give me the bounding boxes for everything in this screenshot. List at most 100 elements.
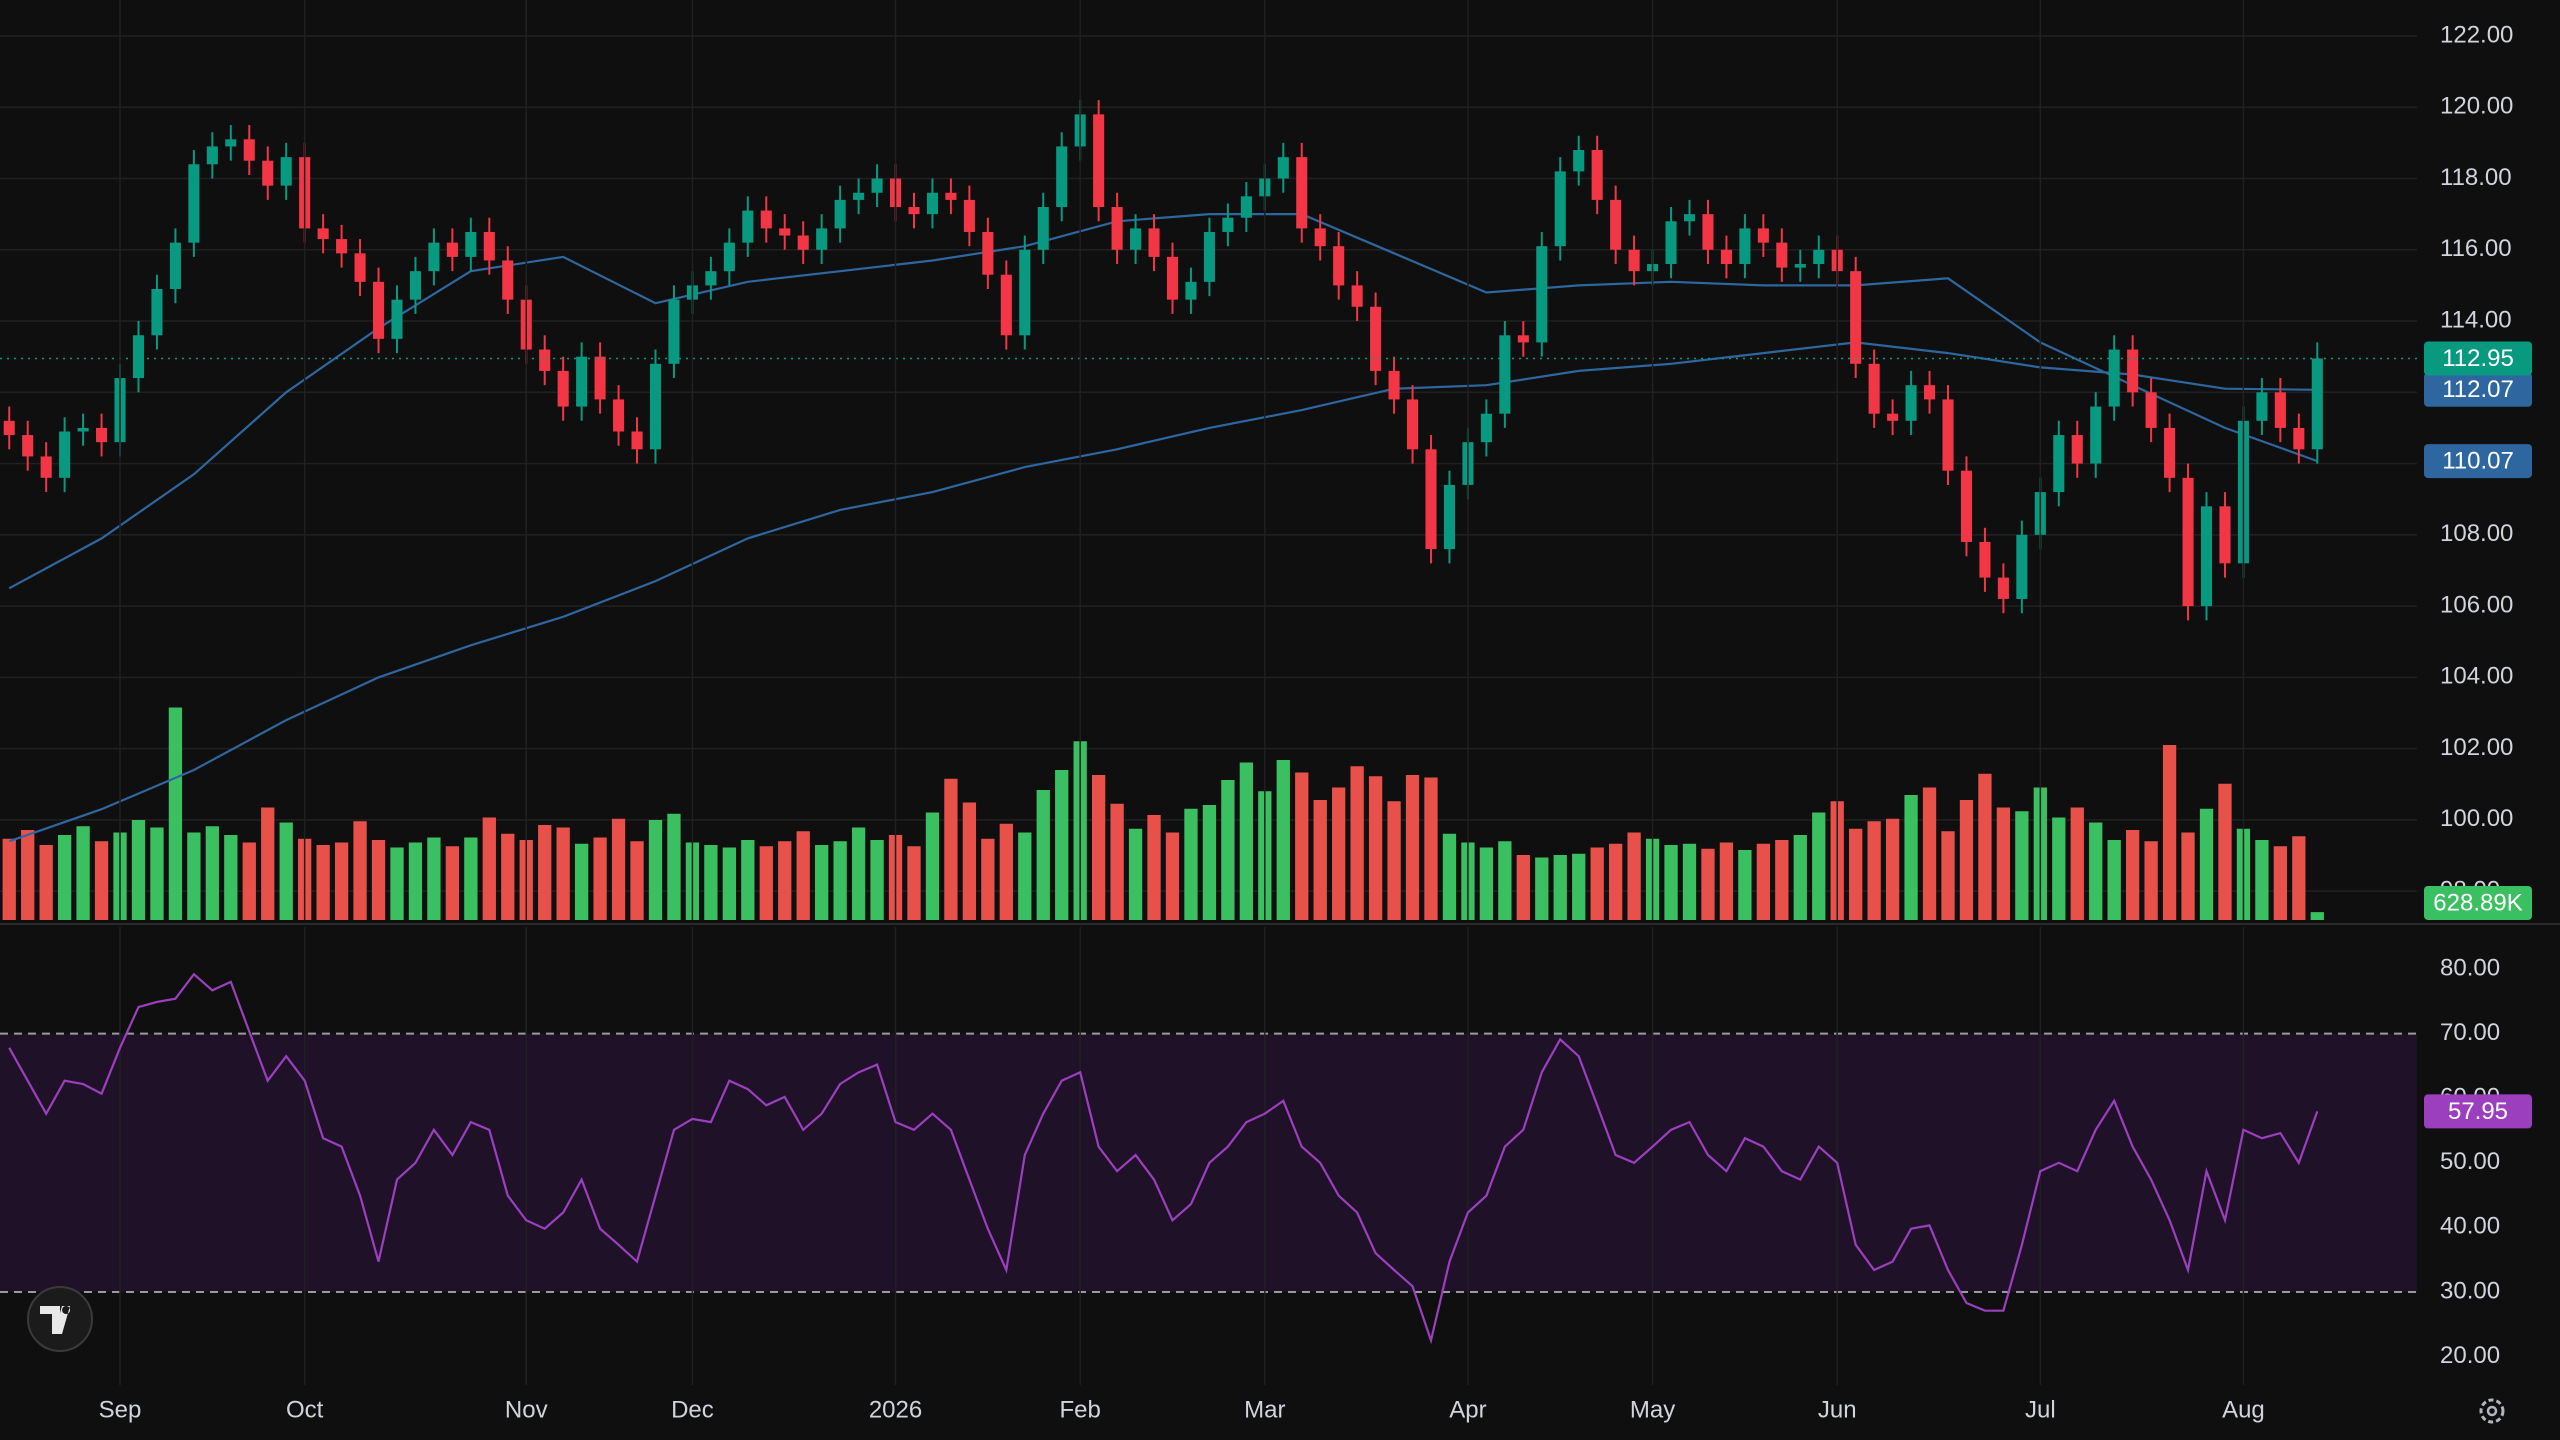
y-tick-label: 118.00	[2440, 164, 2512, 191]
volume-bar	[1036, 790, 1050, 920]
x-tick-label: Oct	[286, 1396, 324, 1423]
y-tick-label: 104.00	[2440, 663, 2513, 690]
volume-bar	[501, 833, 515, 920]
candle-body	[1406, 399, 1419, 450]
candle-body	[1351, 285, 1363, 307]
volume-bar	[2070, 807, 2084, 920]
candle-body	[1000, 274, 1012, 336]
candle-body	[2256, 392, 2268, 421]
x-tick-label: May	[1630, 1396, 1675, 1423]
candle-body	[1702, 214, 1714, 250]
candle-body	[2145, 392, 2157, 428]
volume-bar	[2089, 822, 2103, 920]
candle-body	[594, 356, 606, 400]
x-tick-label: Mar	[1244, 1396, 1285, 1423]
settings-button[interactable]	[2479, 1398, 2505, 1424]
y-tick-label: 108.00	[2440, 520, 2513, 547]
candle-body	[59, 431, 71, 478]
candle-body	[1665, 221, 1677, 265]
volume-bar	[353, 821, 367, 920]
candle-body	[206, 146, 218, 165]
candle-body	[1868, 363, 1880, 414]
volume-bar	[1202, 805, 1217, 920]
candle-body	[428, 242, 440, 272]
volume-bar	[648, 820, 663, 920]
candle-body	[1591, 150, 1603, 200]
x-tick-label: Jul	[2025, 1396, 2056, 1423]
volume-bar	[1922, 787, 1937, 920]
volume-bar	[962, 802, 977, 920]
candle-body	[1554, 171, 1566, 247]
ma-value-label: 110.07	[2442, 447, 2514, 474]
volume-bar	[1738, 850, 1752, 920]
volume-bar	[1627, 832, 1641, 920]
y-tick-label: 40.00	[2440, 1213, 2500, 1240]
candle-body	[1979, 541, 1991, 578]
candle-body	[668, 299, 680, 364]
volume-bar	[279, 822, 293, 920]
volume-bar	[2015, 811, 2029, 920]
candle-body	[2090, 406, 2102, 464]
volume-bar	[1239, 762, 1253, 920]
candle-body	[1683, 214, 1696, 222]
candle-body	[1277, 157, 1289, 179]
candle-body	[1185, 281, 1197, 300]
candle-body	[982, 231, 994, 275]
volume-bar	[1221, 780, 1235, 920]
candle-body	[760, 210, 772, 229]
volume-bar	[2107, 840, 2121, 920]
x-tick-label: Feb	[1059, 1396, 1100, 1423]
volume-bar	[2255, 840, 2269, 920]
candle-body	[132, 335, 145, 379]
volume-bar	[1978, 773, 1992, 920]
candle-body	[483, 231, 495, 261]
tradingview-logo[interactable]	[27, 1286, 93, 1352]
volume-bar	[94, 841, 109, 920]
candle-body	[2127, 349, 2139, 393]
candle-body	[391, 299, 403, 339]
volume-bar	[334, 842, 349, 920]
y-tick-label: 102.00	[2440, 734, 2513, 761]
candle-body	[1314, 228, 1326, 247]
y-tick-label: 116.00	[2440, 235, 2512, 262]
candle-body	[1056, 146, 1068, 208]
volume-bar	[2125, 830, 2140, 920]
volume-bar	[722, 847, 736, 920]
plot-layer: 98.00100.00102.00104.00106.00108.00110.0…	[0, 0, 2532, 1423]
candle-body	[871, 178, 883, 193]
settings-center[interactable]	[2486, 1405, 2498, 1417]
y-tick-label: 100.00	[2440, 805, 2513, 832]
volume-bar	[1295, 772, 1309, 920]
volume-bar	[1719, 842, 1734, 920]
volume-bar	[1572, 853, 1586, 920]
volume-bar	[815, 845, 829, 920]
candle-body	[1499, 335, 1511, 414]
candle-body	[1776, 242, 1788, 268]
candle-body	[446, 242, 458, 257]
candle-body	[1960, 470, 1973, 542]
volume-bar	[1128, 828, 1143, 920]
volume-bar	[2, 838, 16, 920]
candle-body	[834, 199, 846, 229]
volume-bar	[1682, 843, 1697, 920]
candle-body	[317, 228, 329, 240]
volume-bar	[1590, 847, 1604, 920]
candle-body	[779, 228, 791, 236]
volume-bar	[1701, 848, 1715, 920]
volume-bar	[1793, 835, 1807, 920]
volume-bar	[1350, 766, 1364, 920]
logo-glyph[interactable]	[40, 1306, 71, 1334]
settings-gear[interactable]	[2479, 1398, 2505, 1424]
candle-body	[1130, 228, 1142, 250]
candle-body	[502, 260, 514, 300]
candle-body	[2016, 534, 2028, 599]
volume-bar	[2144, 841, 2158, 920]
candle-body	[225, 139, 237, 147]
volume-bar	[2162, 745, 2177, 920]
volume-bar	[261, 807, 275, 920]
volume-bar	[1941, 831, 1955, 920]
candle-body	[1093, 114, 1105, 208]
volume-bar	[1849, 828, 1863, 920]
volume-bar	[630, 841, 644, 920]
volume-bar	[371, 840, 386, 920]
